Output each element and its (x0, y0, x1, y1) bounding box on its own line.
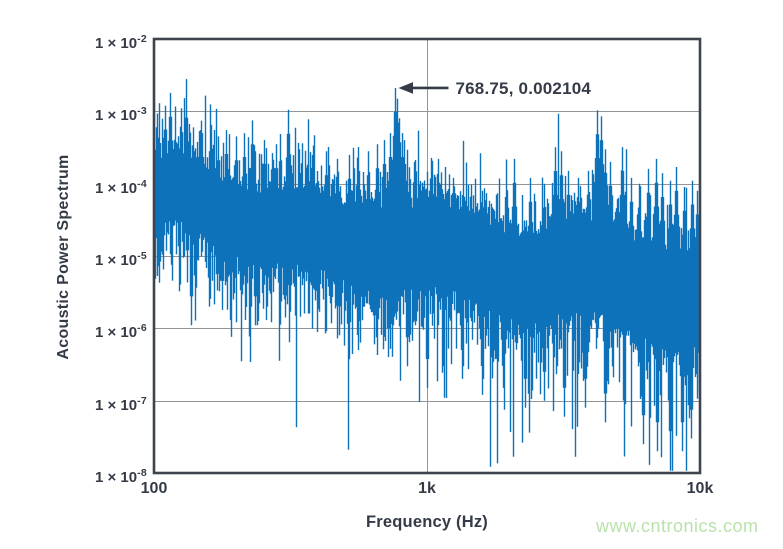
y-tick-label: 1 × 10-2 (94, 33, 147, 52)
x-tick-label: 10k (686, 480, 714, 497)
x-axis-title: Frequency (Hz) (366, 513, 488, 531)
x-tick-label: 100 (140, 480, 168, 497)
x-tick-label: 1k (418, 480, 436, 497)
annotation-arrowhead-icon (398, 82, 413, 94)
y-tick-label: 1 × 10-3 (94, 105, 147, 125)
y-tick-label: 1 × 10-8 (94, 467, 147, 486)
watermark: www.cntronics.com (596, 516, 759, 536)
plot-frame (152, 37, 702, 475)
y-tick-label: 1 × 10-5 (94, 250, 147, 269)
y-tick-label: 1 × 10-4 (94, 177, 147, 197)
annotation-label: 768.75, 0.002104 (456, 79, 592, 98)
y-tick-label: 1 × 10-7 (94, 394, 147, 414)
peak-annotation: 768.75, 0.002104 (398, 79, 592, 98)
y-tick-label: 1 × 10-6 (94, 322, 147, 342)
